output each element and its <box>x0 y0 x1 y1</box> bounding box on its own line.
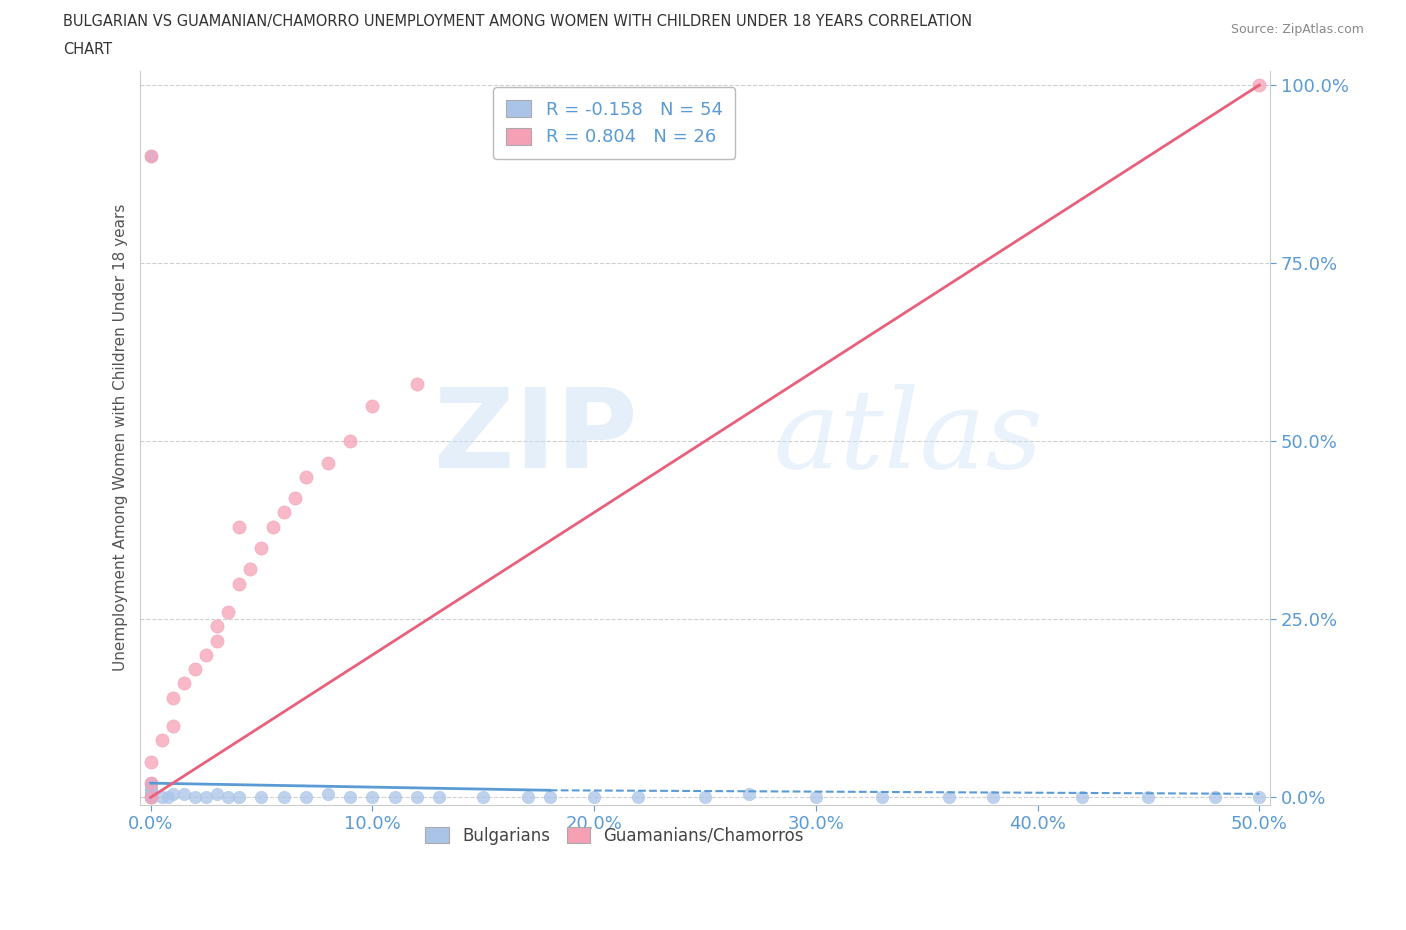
Point <box>139 783 162 798</box>
Point <box>262 519 284 534</box>
Point <box>361 398 384 413</box>
Point <box>295 790 318 804</box>
Point <box>1204 790 1226 804</box>
Point <box>1137 790 1160 804</box>
Point <box>228 519 250 534</box>
Point <box>139 149 162 164</box>
Point <box>195 790 218 804</box>
Text: BULGARIAN VS GUAMANIAN/CHAMORRO UNEMPLOYMENT AMONG WOMEN WITH CHILDREN UNDER 18 : BULGARIAN VS GUAMANIAN/CHAMORRO UNEMPLOY… <box>63 14 973 29</box>
Point <box>139 790 162 804</box>
Point <box>427 790 450 804</box>
Point <box>139 790 162 804</box>
Point <box>139 790 162 804</box>
Point <box>405 377 427 392</box>
Point <box>295 470 318 485</box>
Point <box>139 149 162 164</box>
Text: Source: ZipAtlas.com: Source: ZipAtlas.com <box>1230 23 1364 36</box>
Point <box>139 790 162 804</box>
Point <box>583 790 606 804</box>
Point <box>184 662 207 677</box>
Point <box>1249 790 1271 804</box>
Point <box>139 790 162 804</box>
Point <box>538 790 561 804</box>
Point <box>139 779 162 794</box>
Point <box>250 790 273 804</box>
Text: ZIP: ZIP <box>433 384 637 491</box>
Point <box>981 790 1004 804</box>
Point <box>139 790 162 804</box>
Point <box>938 790 960 804</box>
Point <box>1249 77 1271 92</box>
Point <box>284 491 307 506</box>
Point <box>139 754 162 769</box>
Point <box>273 505 295 520</box>
Point <box>139 790 162 804</box>
Point <box>738 787 761 802</box>
Point <box>804 790 827 804</box>
Point <box>1071 790 1094 804</box>
Point <box>139 790 162 804</box>
Point <box>173 787 195 802</box>
Point <box>384 790 406 804</box>
Point <box>157 790 180 804</box>
Point <box>228 790 250 804</box>
Point <box>250 540 273 555</box>
Legend: Bulgarians, Guamanians/Chamorros: Bulgarians, Guamanians/Chamorros <box>419 820 810 851</box>
Point <box>139 790 162 804</box>
Point <box>217 790 239 804</box>
Point <box>316 787 339 802</box>
Point <box>139 776 162 790</box>
Point <box>205 787 228 802</box>
Point <box>139 790 162 804</box>
Point <box>139 783 162 798</box>
Point <box>139 790 162 804</box>
Point <box>139 790 162 804</box>
Point <box>195 647 218 662</box>
Point <box>139 790 162 804</box>
Text: atlas: atlas <box>773 384 1042 491</box>
Point <box>228 577 250 591</box>
Point <box>139 790 162 804</box>
Point <box>872 790 894 804</box>
Point <box>173 676 195 691</box>
Point <box>239 562 262 577</box>
Text: CHART: CHART <box>63 42 112 57</box>
Point <box>162 787 184 802</box>
Point <box>361 790 384 804</box>
Point <box>205 619 228 634</box>
Y-axis label: Unemployment Among Women with Children Under 18 years: Unemployment Among Women with Children U… <box>114 204 128 671</box>
Point <box>139 790 162 804</box>
Point <box>162 719 184 734</box>
Point <box>150 733 173 748</box>
Point <box>339 790 361 804</box>
Point <box>184 790 207 804</box>
Point <box>205 633 228 648</box>
Point <box>316 455 339 470</box>
Point <box>405 790 427 804</box>
Point <box>516 790 538 804</box>
Point <box>139 776 162 790</box>
Point <box>273 790 295 804</box>
Point <box>162 690 184 705</box>
Point <box>217 604 239 619</box>
Point <box>139 790 162 804</box>
Point <box>693 790 716 804</box>
Point <box>339 433 361 448</box>
Point <box>627 790 650 804</box>
Point <box>139 787 162 802</box>
Point <box>150 790 173 804</box>
Point <box>472 790 495 804</box>
